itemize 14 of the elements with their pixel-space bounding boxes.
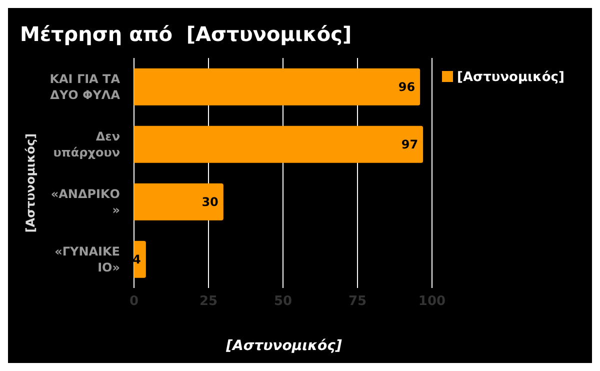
legend-label: [Αστυνομικός] bbox=[457, 70, 564, 85]
data-label: 96 bbox=[398, 80, 416, 94]
y-tick-label: «ΓΥΝΑΙΚΕΙΟ» bbox=[54, 244, 120, 274]
y-axis-title: [Αστυνομικός] bbox=[24, 133, 38, 233]
y-tick-label: ΚΑΙ ΓΙΑ ΤΑ ΔΥΟ ΦΥΛΑ bbox=[50, 72, 121, 102]
bar bbox=[134, 126, 424, 163]
chart-title: Μέτρηση από [Αστυνομικός] bbox=[20, 22, 352, 46]
bar bbox=[134, 183, 224, 220]
data-label: 97 bbox=[401, 138, 418, 152]
bar bbox=[134, 68, 420, 106]
y-tick-label: «ΑΝΔΡΙΚΟ» bbox=[50, 186, 120, 217]
y-tick-label: Δεν υπάρχουν bbox=[53, 129, 120, 160]
x-axis-title: [Αστυνομικός] bbox=[225, 338, 343, 354]
data-label: 30 bbox=[202, 195, 218, 210]
